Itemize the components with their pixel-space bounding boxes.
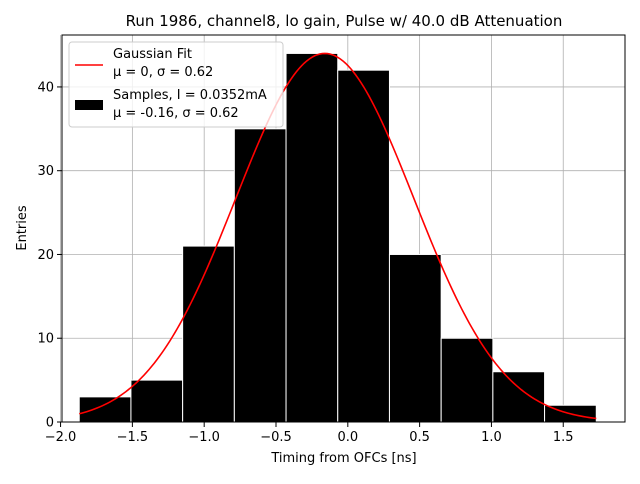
histogram-bar (440, 337, 494, 423)
y-axis-label: Entries (15, 205, 30, 251)
histogram-bar (78, 396, 132, 423)
histogram-bar (182, 245, 235, 423)
legend: Gaussian Fit μ = 0, σ = 0.62 Samples, I … (68, 41, 284, 128)
y-tick-label: 20 (37, 248, 54, 263)
x-tick-label: 0.5 (409, 430, 430, 445)
legend-box (68, 41, 284, 128)
y-tick-label: 0 (46, 416, 54, 431)
histogram-bar (130, 379, 184, 423)
histogram-bar (285, 52, 339, 423)
x-tick-label: 1.0 (481, 430, 502, 445)
y-tick-label: 10 (37, 332, 54, 347)
x-axis-ticks: −2.0 −1.5 −1.0 −0.5 0.0 0.5 1.0 1.5 (45, 422, 574, 445)
x-tick-label: 1.5 (553, 430, 574, 445)
chart-title: Run 1986, channel8, lo gain, Pulse w/ 40… (126, 12, 563, 30)
histogram-bar (492, 371, 546, 423)
legend-samples-line1: Samples, I = 0.0352mA (113, 88, 267, 103)
legend-samples-swatch (75, 100, 103, 110)
x-axis-label: Timing from OFCs [ns] (270, 451, 416, 466)
x-tick-label: −1.5 (117, 430, 149, 445)
x-tick-label: −1.0 (188, 430, 220, 445)
plot-frame (61, 34, 626, 423)
x-tick-label: 0.0 (337, 430, 358, 445)
x-tick-label: −0.5 (260, 430, 292, 445)
histogram-bar (233, 128, 287, 423)
gaussian-fit-line (79, 52, 597, 420)
y-tick-label: 40 (37, 80, 54, 95)
histogram-bar (388, 253, 442, 423)
legend-fit-line2: μ = 0, σ = 0.62 (113, 65, 213, 80)
legend-samples-line2: μ = -0.16, σ = 0.62 (113, 106, 239, 121)
histogram-bars (78, 52, 597, 423)
legend-fit-line1: Gaussian Fit (113, 47, 192, 62)
y-axis-ticks: 0 10 20 30 40 (37, 80, 62, 431)
x-tick-label: −2.0 (45, 430, 77, 445)
y-tick-label: 30 (37, 164, 54, 179)
